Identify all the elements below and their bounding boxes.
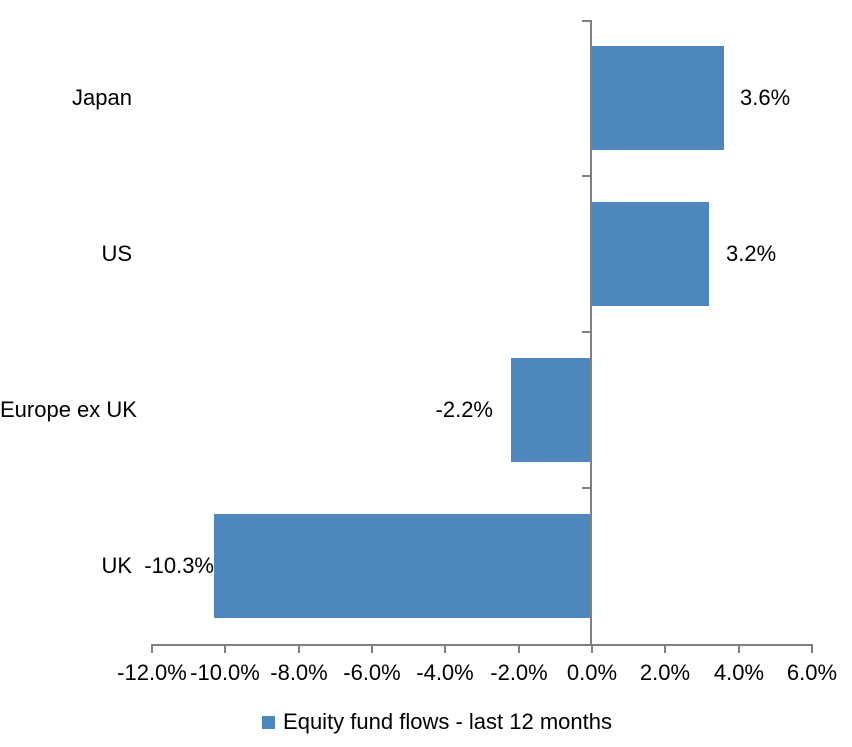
x-axis-label: -8.0% — [270, 660, 328, 685]
x-axis-tick — [518, 644, 520, 653]
y-axis-tick — [582, 175, 590, 177]
x-axis-label: -4.0% — [416, 660, 474, 685]
legend: Equity fund flows - last 12 months — [11, 706, 852, 738]
x-axis-label: -10.0% — [190, 660, 260, 685]
x-axis-tick — [738, 644, 740, 653]
x-axis-tick — [811, 644, 813, 653]
category-label-us: US — [101, 241, 132, 266]
bar-japan — [592, 46, 724, 150]
x-axis-label: -12.0% — [117, 660, 187, 685]
y-axis-tick — [582, 487, 590, 489]
category-label-europe-ex-uk: Europe ex UK — [0, 397, 137, 422]
x-axis-tick — [151, 644, 153, 653]
category-label-uk: UK — [101, 553, 132, 578]
x-axis-label: 6.0% — [786, 660, 838, 685]
bar-uk — [214, 514, 592, 618]
data-label-uk: -10.3% — [144, 553, 214, 578]
x-axis-tick — [591, 644, 593, 653]
data-label-us: 3.2% — [726, 241, 777, 266]
x-axis-label: -2.0% — [490, 660, 548, 685]
bar-europe-ex-uk — [511, 358, 592, 462]
y-axis-tick — [582, 331, 590, 333]
x-axis-label: 0.0% — [566, 660, 618, 685]
y-axis-line — [590, 20, 592, 644]
legend-series-label: Equity fund flows - last 12 months — [283, 709, 612, 734]
x-axis-label: 2.0% — [639, 660, 691, 685]
bar-us — [592, 202, 709, 306]
x-axis-tick — [664, 644, 666, 653]
legend-marker-square — [262, 715, 276, 729]
x-axis-tick — [298, 644, 300, 653]
x-axis-label: -6.0% — [343, 660, 401, 685]
x-axis-line — [151, 644, 813, 646]
x-axis-tick — [444, 644, 446, 653]
data-label-japan: 3.6% — [740, 85, 791, 110]
x-axis-tick — [224, 644, 226, 653]
y-axis-tick — [582, 20, 590, 22]
data-label-europe-ex-uk: -2.2% — [435, 397, 493, 422]
x-axis-tick — [371, 644, 373, 653]
x-axis-label: 4.0% — [713, 660, 765, 685]
category-label-japan: Japan — [72, 85, 132, 110]
